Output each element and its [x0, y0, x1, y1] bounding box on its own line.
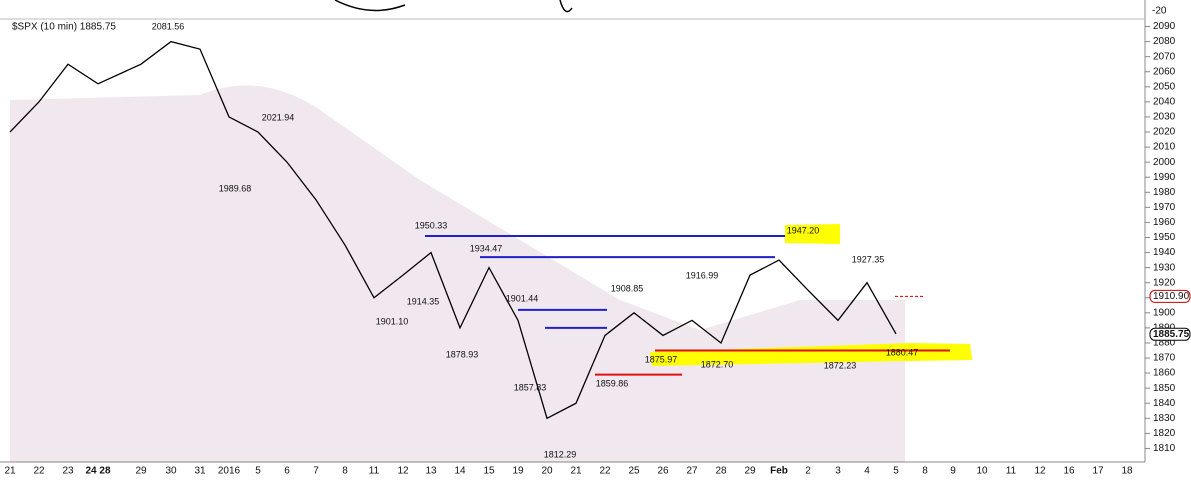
x-tick-label: 8: [922, 466, 928, 477]
x-tick-label: 2: [805, 466, 811, 477]
y-tick-label: 2020: [1153, 127, 1176, 138]
annotation: 1859.86: [596, 378, 629, 388]
x-tick-label: 13: [425, 466, 437, 477]
x-tick-label: 21: [4, 466, 16, 477]
y-tick-label: 1840: [1153, 398, 1176, 409]
x-tick-label: 22: [33, 466, 45, 477]
x-tick-label: 3: [835, 466, 841, 477]
price-tag: 1910.90: [1153, 291, 1190, 302]
x-tick-label: 5: [893, 466, 899, 477]
y-tick-label: 2070: [1153, 51, 1176, 62]
x-tick-label: 8: [342, 466, 348, 477]
y-tick-label: 1880: [1153, 338, 1176, 349]
x-tick-label: 25: [628, 466, 640, 477]
price-tag-box: [1149, 327, 1191, 341]
x-tick-label: 30: [165, 466, 177, 477]
x-tick-label: 16: [1063, 466, 1075, 477]
x-tick-label: 7: [313, 466, 319, 477]
shaded-area: [10, 85, 905, 462]
y-tick-label: 2090: [1153, 21, 1176, 32]
x-tick-label: 31: [194, 466, 206, 477]
x-tick-label: 6: [284, 466, 290, 477]
x-tick-label: 10: [976, 466, 988, 477]
annotation: 1916.99: [686, 270, 719, 280]
annotation: 1914.35: [407, 296, 440, 306]
y-tick-label: 1960: [1153, 217, 1176, 228]
x-tick-label: 2016: [218, 466, 241, 477]
annotation: 1872.23: [824, 360, 857, 370]
y-tick-label: 1950: [1153, 232, 1176, 243]
y-tick-label: 2000: [1153, 157, 1176, 168]
x-tick-label: 9: [950, 466, 956, 477]
x-tick-label: 11: [1006, 466, 1017, 477]
x-tick-label: 21: [570, 466, 582, 477]
chart-title: $SPX (10 min) 1885.75: [12, 22, 116, 33]
annotation: 1878.93: [446, 349, 479, 359]
x-tick-label: 20: [541, 466, 553, 477]
x-tick-label: 24 28: [85, 466, 110, 477]
y-tick-label: 1990: [1153, 172, 1176, 183]
y-tick-label: 1820: [1153, 428, 1176, 439]
y-tick-label: 2010: [1153, 142, 1176, 153]
y-tick-label: 1850: [1153, 383, 1176, 394]
y-tick-label: 1920: [1153, 277, 1176, 288]
y-tick-label: 1940: [1153, 247, 1176, 258]
annotation: 1950.33: [415, 220, 448, 230]
x-tick-label: 12: [1034, 466, 1046, 477]
x-tick-label: 29: [744, 466, 756, 477]
x-tick-label: 27: [686, 466, 698, 477]
upper-tick-label: -20: [1152, 6, 1167, 17]
annotation: 1857.83: [514, 382, 547, 392]
annotation: 1812.29: [544, 449, 577, 459]
annotation: 1947.20: [787, 225, 820, 235]
highlight: [785, 224, 840, 244]
y-tick-label: 1810: [1153, 443, 1176, 454]
y-tick-label: 1980: [1153, 187, 1176, 198]
annotation: 1901.44: [506, 293, 539, 303]
x-tick-label: 19: [512, 466, 524, 477]
annotation: 2021.94: [262, 112, 295, 122]
x-tick-label: 26: [657, 466, 669, 477]
price-line: [9, 40, 897, 420]
y-tick-label: 1830: [1153, 413, 1176, 424]
annotation: 1872.70: [701, 359, 734, 369]
x-tick-label: 28: [715, 466, 727, 477]
price-tag: 1885.75: [1153, 329, 1190, 340]
annotation: 1927.35: [852, 254, 885, 264]
x-tick-label: 5: [255, 466, 261, 477]
annotation: 1989.68: [219, 183, 252, 193]
price-tag-box: [1149, 289, 1191, 303]
x-tick-label: 23: [62, 466, 74, 477]
annotation: 1880.47: [886, 347, 919, 357]
annotation: 1934.47: [470, 243, 503, 253]
y-tick-label: 2040: [1153, 97, 1176, 108]
x-tick-label: 14: [454, 466, 466, 477]
annotation: 1875.97: [645, 354, 678, 364]
y-tick-label: 2080: [1153, 36, 1176, 47]
highlight: [650, 343, 972, 366]
x-tick-label: Feb: [770, 466, 788, 477]
y-tick-label: 1870: [1153, 353, 1176, 364]
y-tick-label: 1860: [1153, 368, 1176, 379]
x-tick-label: 29: [135, 466, 147, 477]
x-tick-label: 12: [397, 466, 409, 477]
annotation: 1901.10: [376, 316, 409, 326]
y-tick-label: 1970: [1153, 202, 1176, 213]
y-tick-label: 2050: [1153, 81, 1176, 92]
y-tick-label: 1930: [1153, 262, 1176, 273]
x-tick-label: 17: [1092, 466, 1104, 477]
y-tick-label: 2030: [1153, 112, 1176, 123]
y-tick-label: 1900: [1153, 307, 1176, 318]
x-tick-label: 4: [864, 466, 870, 477]
x-tick-label: 11: [369, 466, 380, 477]
x-tick-label: 18: [1121, 466, 1133, 477]
x-tick-label: 15: [483, 466, 495, 477]
annotation: 2081.56: [152, 21, 185, 31]
x-tick-label: 22: [599, 466, 611, 477]
annotation: 1908.85: [611, 283, 644, 293]
y-tick-label: 2060: [1153, 66, 1176, 77]
upper-indicator: [334, 0, 573, 13]
